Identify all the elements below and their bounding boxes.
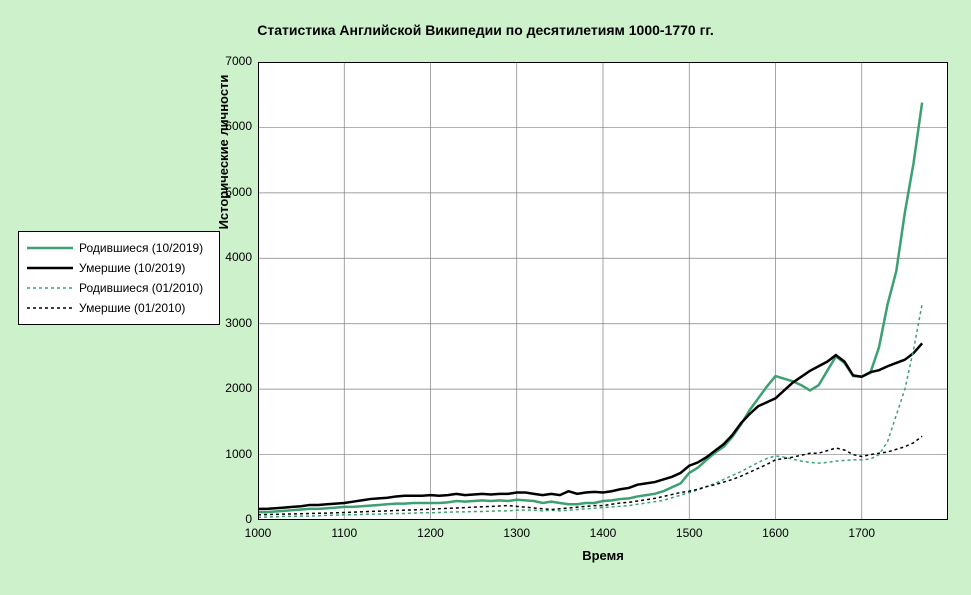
x-tick: 1300 bbox=[502, 526, 532, 540]
legend-label: Умершие (01/2010) bbox=[79, 301, 185, 315]
legend-label: Родившиеся (01/2010) bbox=[79, 281, 203, 295]
x-axis-label: Время bbox=[258, 548, 948, 563]
y-tick: 2000 bbox=[225, 381, 252, 395]
legend-item: Родившиеся (01/2010) bbox=[27, 278, 211, 298]
plot-area bbox=[258, 62, 948, 520]
chart-title: Статистика Английской Википедии по десят… bbox=[0, 22, 971, 38]
legend-item: Умершие (01/2010) bbox=[27, 298, 211, 318]
y-tick: 1000 bbox=[225, 447, 252, 461]
x-tick: 1200 bbox=[416, 526, 446, 540]
x-tick: 1100 bbox=[329, 526, 359, 540]
x-tick: 1400 bbox=[588, 526, 618, 540]
legend-item: Родившиеся (10/2019) bbox=[27, 238, 211, 258]
y-tick: 0 bbox=[245, 512, 252, 526]
legend-line-icon bbox=[27, 261, 73, 275]
legend-line-icon bbox=[27, 281, 73, 295]
legend-label: Родившиеся (10/2019) bbox=[79, 241, 203, 255]
legend: Родившиеся (10/2019) Умершие (10/2019) Род… bbox=[18, 231, 220, 325]
legend-item: Умершие (10/2019) bbox=[27, 258, 211, 278]
legend-label: Умершие (10/2019) bbox=[79, 261, 185, 275]
legend-line-icon bbox=[27, 301, 73, 315]
x-tick: 1700 bbox=[847, 526, 877, 540]
x-tick: 1600 bbox=[761, 526, 791, 540]
legend-line-icon bbox=[27, 241, 73, 255]
chart-canvas: Статистика Английской Википедии по десят… bbox=[0, 0, 971, 595]
x-tick: 1000 bbox=[243, 526, 273, 540]
x-tick: 1500 bbox=[674, 526, 704, 540]
